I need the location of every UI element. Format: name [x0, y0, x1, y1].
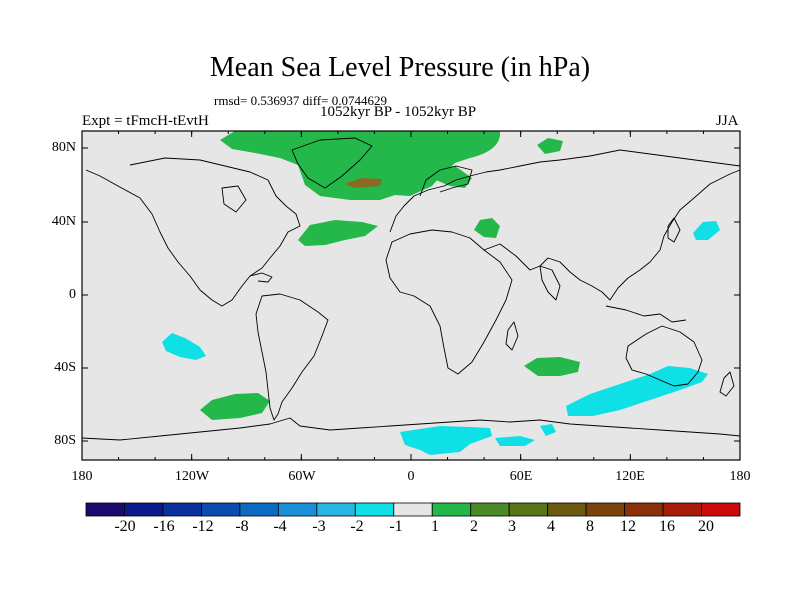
coast-arabia-asia: [483, 169, 741, 301]
negative-anomaly-regions: [162, 221, 720, 455]
colorbar-swatch: [277, 502, 318, 517]
mediterranean-positive-region: [474, 218, 500, 238]
south-pacific-positive-region: [200, 393, 270, 420]
coast-new-zealand: [719, 371, 735, 397]
colorbar-label: 12: [620, 518, 636, 535]
colorbar-label: 1: [431, 518, 439, 535]
coast-caribbean: [249, 272, 273, 283]
colorbar-swatch: [662, 502, 702, 517]
south-indian-positive-region: [524, 357, 580, 376]
coast-asia-north: [559, 149, 741, 167]
colorbar-swatch: [393, 502, 433, 517]
colorbar-swatch: [624, 502, 664, 517]
coastlines: [81, 137, 741, 441]
mid-atlantic-positive-region: [298, 220, 378, 246]
lon-label: 60E: [509, 469, 533, 484]
lon-label: 120E: [615, 469, 645, 484]
colorbar-swatch: [124, 502, 164, 517]
colorbar-swatch: [431, 502, 472, 517]
coast-hudson-bay: [221, 185, 247, 213]
antarctic-negative-region-small: [540, 424, 556, 436]
southern-ocean-negative-region: [566, 366, 708, 416]
experiment-label: Expt = tFmcH-tEvtH: [82, 113, 209, 129]
lat-label: 40N: [51, 214, 76, 229]
coast-africa: [385, 229, 513, 375]
north-atlantic-arctic-positive-region: [220, 131, 501, 200]
colorbar-swatch: [85, 502, 125, 517]
stats-label: rmsd= 0.536937 diff= 0.0744629: [214, 93, 387, 108]
lat-label: 40S: [54, 360, 76, 375]
coast-scandinavia: [419, 165, 473, 197]
colorbar-swatch: [470, 502, 510, 517]
arctic-strong-positive-region: [344, 178, 382, 188]
colorbar-swatch: [239, 502, 279, 517]
colorbar-label: 4: [547, 518, 555, 535]
coast-europe: [389, 159, 561, 233]
colorbar: [85, 502, 741, 517]
lon-label: 180: [729, 469, 751, 484]
colorbar-label: 16: [659, 518, 675, 535]
colorbar-label: -2: [350, 518, 364, 535]
coast-antarctica: [81, 417, 741, 441]
colorbar-label: -12: [192, 518, 214, 535]
colorbar-label: -16: [153, 518, 175, 535]
colorbar-label: -8: [235, 518, 249, 535]
colorbar-swatch: [701, 502, 741, 517]
lat-label: 0: [69, 287, 76, 302]
coast-greenland: [291, 137, 373, 189]
colorbar-swatch: [162, 502, 202, 517]
colorbar-swatch: [316, 502, 356, 517]
positive-anomaly-regions: [200, 131, 580, 420]
barents-positive-region: [537, 138, 563, 154]
map-title: Mean Sea Level Pressure (in hPa): [209, 52, 591, 83]
colorbar-label: -3: [312, 518, 326, 535]
lat-label: 80S: [54, 433, 76, 448]
coast-south-america: [255, 293, 329, 421]
coast-madagascar: [505, 321, 519, 351]
lon-label: 60W: [288, 469, 316, 484]
colorbar-label: -4: [273, 518, 287, 535]
lon-label: 0: [407, 469, 415, 484]
coast-australia: [625, 325, 703, 387]
lon-label: 120W: [174, 469, 210, 484]
colorbar-swatch: [508, 502, 549, 517]
coast-india: [539, 265, 561, 301]
scandinavia-positive-region: [428, 166, 472, 188]
colorbar-label: 2: [470, 518, 478, 535]
colorbar-label: -1: [389, 518, 403, 535]
antarctic-negative-region-east: [495, 436, 535, 446]
coast-japan: [667, 217, 681, 243]
lat-label: 80N: [51, 140, 76, 155]
colorbar-label: 3: [508, 518, 516, 535]
coast-indonesia: [605, 305, 687, 323]
colorbar-swatch: [354, 502, 395, 517]
period-label: 1052kyr BP - 1052kyr BP: [320, 104, 477, 120]
colorbar-swatch: [585, 502, 625, 517]
season-label: JJA: [716, 113, 739, 129]
antarctic-negative-region: [400, 426, 492, 455]
lon-label: 180: [71, 469, 93, 484]
axis-ticks: [81, 131, 741, 460]
colorbar-label: 8: [586, 518, 594, 535]
colorbar-swatch: [547, 502, 587, 517]
north-pacific-negative-region: [693, 221, 720, 240]
colorbar-label: 20: [698, 518, 714, 535]
southeast-pacific-negative-region: [162, 333, 206, 360]
colorbar-swatch: [201, 502, 241, 517]
colorbar-label: -20: [114, 518, 136, 535]
